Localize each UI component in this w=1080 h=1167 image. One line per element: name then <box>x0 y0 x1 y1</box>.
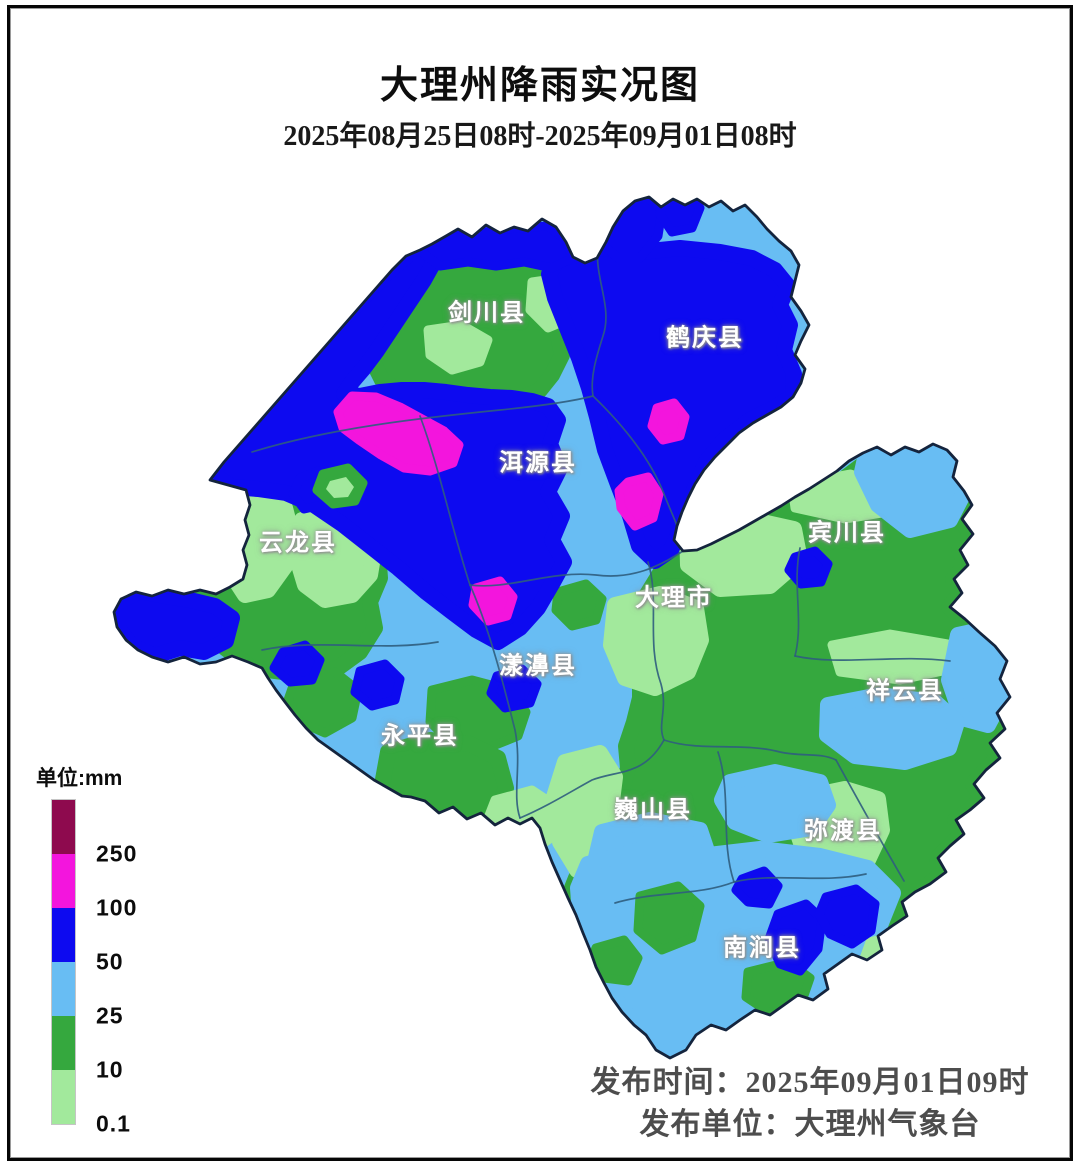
legend-threshold-50: 50 <box>96 948 124 975</box>
legend-band-green <box>52 1016 75 1070</box>
page-subtitle: 2025年08月25日08时-2025年09月01日08时 <box>283 121 797 152</box>
legend-band-blue <box>52 908 75 962</box>
legend-threshold-100: 100 <box>96 894 138 921</box>
legend-threshold-10: 10 <box>96 1056 124 1083</box>
legend-band-magenta <box>52 854 75 908</box>
county-borders <box>251 237 951 904</box>
legend-threshold-25: 25 <box>96 1002 124 1029</box>
rainfall-field <box>114 197 1010 1058</box>
legend-band-maroon <box>52 800 75 854</box>
prefecture-boundary <box>112 195 1012 1060</box>
legend-bar <box>52 800 75 1124</box>
legend-threshold-250: 250 <box>96 840 138 867</box>
publish-info: 发布时间：2025年09月01日09时 发布单位：大理州气象台 <box>560 1062 1060 1146</box>
publisher: 发布单位：大理州气象台 <box>639 1108 981 1141</box>
legend-band-lightgreen <box>52 1070 75 1124</box>
legend-color-scale: 250 100 50 25 10 0.1 <box>52 800 136 1137</box>
legend-band-lightblue <box>52 962 75 1016</box>
legend-unit-label: 单位:mm <box>36 767 123 790</box>
publish-time: 发布时间：2025年09月01日09时 <box>590 1066 1030 1099</box>
legend-threshold-0.1: 0.1 <box>96 1110 131 1137</box>
page-title: 大理州降雨实况图 <box>379 65 700 107</box>
rain-band-100-250-magenta <box>333 391 690 626</box>
green-ring-spot <box>312 463 368 509</box>
